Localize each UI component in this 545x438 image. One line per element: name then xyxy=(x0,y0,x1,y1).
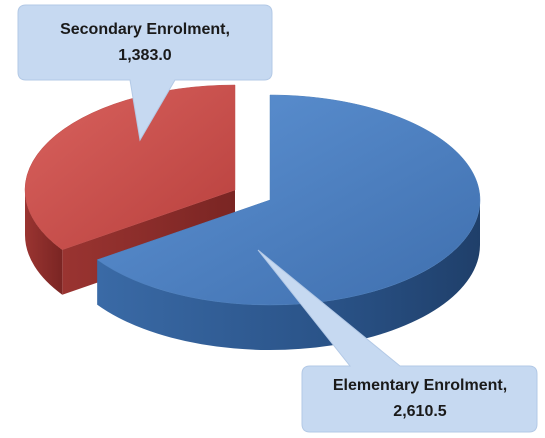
slice-top xyxy=(96,94,481,306)
callout-value: 2,610.5 xyxy=(393,403,446,420)
callout-category: Elementary Enrolment, xyxy=(333,377,507,394)
pie xyxy=(24,84,481,351)
slice-top xyxy=(24,84,236,251)
callouts: Secondary Enrolment, 1,383.0 Elementary … xyxy=(17,4,538,433)
callout-box xyxy=(257,249,538,433)
callout-box xyxy=(17,4,273,142)
slice-side xyxy=(25,190,63,295)
slice-side xyxy=(97,200,481,351)
callout-category: Secondary Enrolment, xyxy=(60,21,230,38)
slice xyxy=(96,94,481,351)
callout-value: 1,383.0 xyxy=(118,47,171,64)
